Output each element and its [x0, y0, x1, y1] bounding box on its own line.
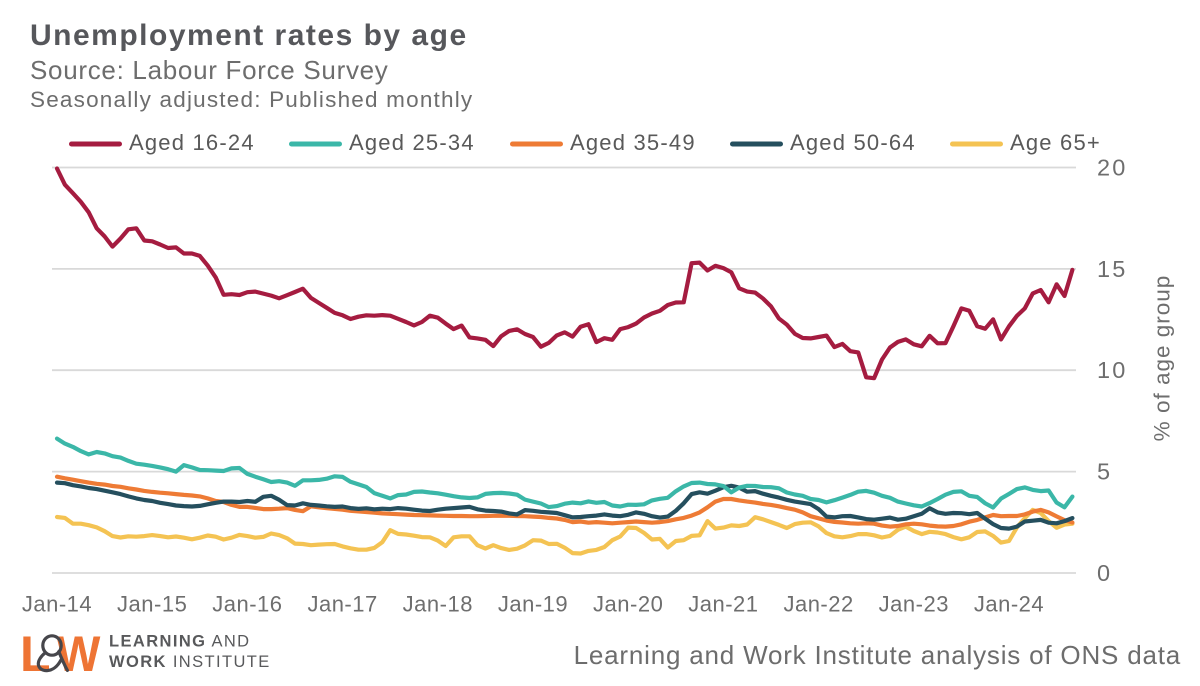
svg-text:Jan-15: Jan-15: [117, 592, 187, 617]
svg-text:Jan-24: Jan-24: [974, 592, 1044, 617]
svg-text:Jan-23: Jan-23: [879, 592, 949, 617]
svg-text:Age 65+: Age 65+: [1010, 130, 1101, 155]
svg-text:Aged 50-64: Aged 50-64: [790, 130, 916, 155]
svg-text:10: 10: [1097, 357, 1128, 383]
svg-text:Source: Labour Force Survey: Source: Labour Force Survey: [30, 55, 389, 85]
svg-text:15: 15: [1097, 256, 1128, 282]
svg-text:Jan-21: Jan-21: [688, 592, 758, 617]
svg-text:Jan-18: Jan-18: [403, 592, 473, 617]
svg-text:Jan-17: Jan-17: [307, 592, 377, 617]
svg-text:0: 0: [1097, 560, 1112, 586]
svg-text:Aged 16-24: Aged 16-24: [129, 130, 255, 155]
svg-text:Jan-19: Jan-19: [498, 592, 568, 617]
svg-text:W: W: [56, 626, 100, 682]
svg-text:Seasonally adjusted: Published: Seasonally adjusted: Published monthly: [30, 87, 473, 112]
svg-text:Jan-16: Jan-16: [212, 592, 282, 617]
svg-text:Aged 35-49: Aged 35-49: [570, 130, 696, 155]
svg-text:% of age group: % of age group: [1150, 275, 1175, 442]
svg-text:Jan-20: Jan-20: [593, 592, 663, 617]
svg-text:LEARNING AND: LEARNING AND: [109, 633, 251, 651]
svg-text:5: 5: [1097, 459, 1112, 485]
svg-text:WORK INSTITUTE: WORK INSTITUTE: [109, 653, 271, 671]
svg-text:Jan-22: Jan-22: [783, 592, 853, 617]
svg-text:Learning and Work Institute an: Learning and Work Institute analysis of …: [574, 640, 1181, 670]
svg-text:Aged 25-34: Aged 25-34: [349, 130, 475, 155]
svg-text:20: 20: [1097, 155, 1128, 181]
svg-text:Unemployment rates by age: Unemployment rates by age: [30, 19, 468, 52]
svg-text:Jan-14: Jan-14: [22, 592, 92, 617]
